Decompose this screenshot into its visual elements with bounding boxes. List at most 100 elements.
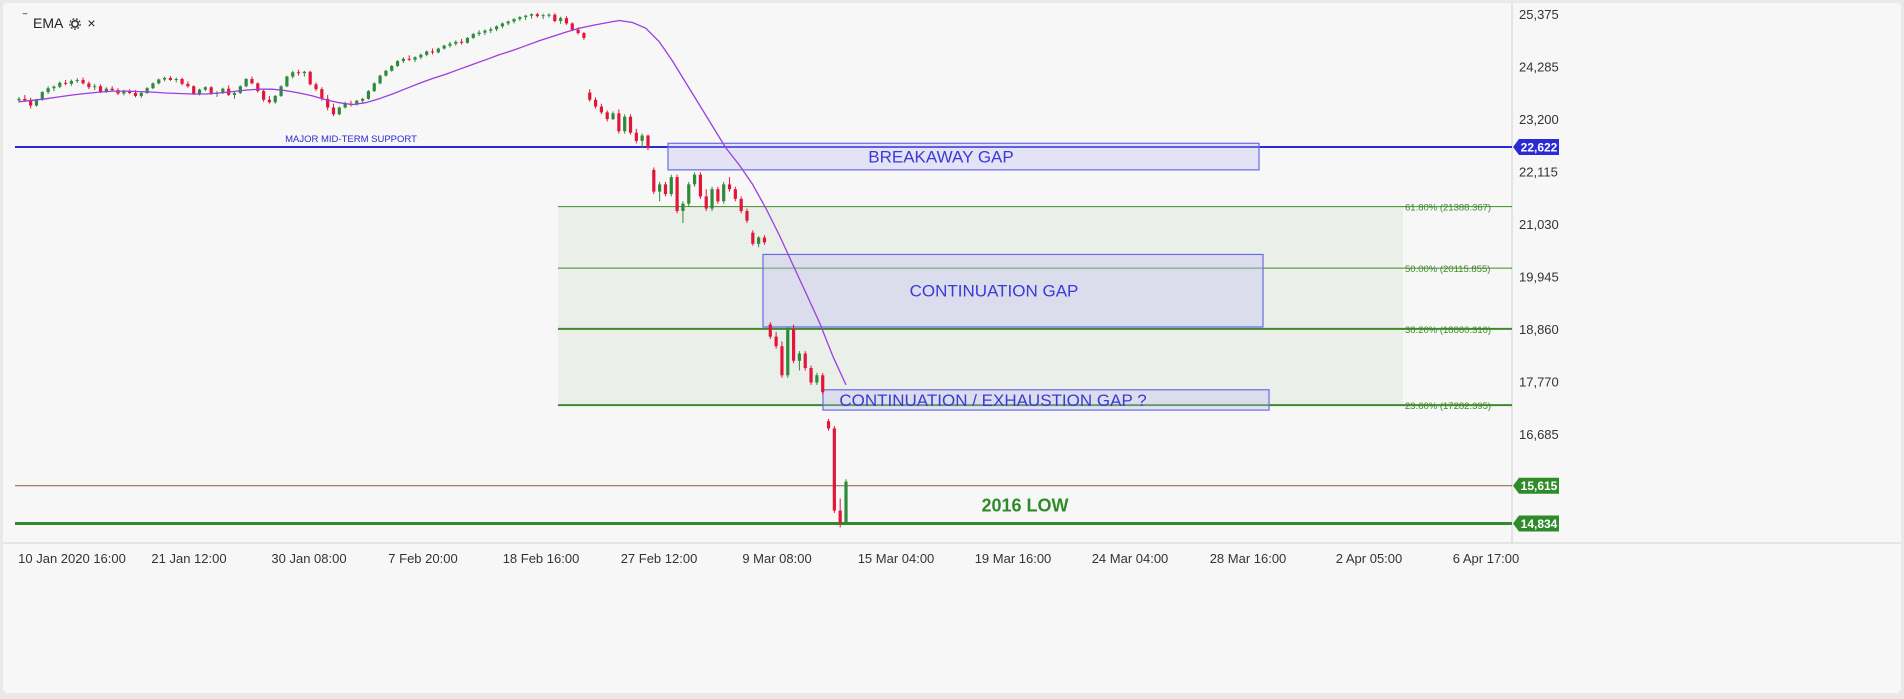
- candle-body: [710, 189, 714, 209]
- x-tick-label: 27 Feb 12:00: [621, 551, 698, 566]
- candle-body: [489, 29, 493, 31]
- fib-level-label: 23.60% (17282.395): [1405, 401, 1491, 412]
- candle-body: [658, 184, 662, 192]
- candle-body: [40, 92, 44, 100]
- candle-body: [640, 135, 644, 141]
- price-badge: 14,834: [1513, 515, 1559, 532]
- candle-body: [29, 100, 33, 106]
- gap-annotation-label: CONTINUATION GAP: [910, 282, 1079, 301]
- candle-body: [826, 421, 831, 429]
- candle-body: [733, 189, 737, 199]
- candle-body: [698, 174, 703, 197]
- candle-body: [326, 98, 330, 108]
- price-badge-label: 22,622: [1521, 141, 1558, 155]
- candle-body: [192, 86, 196, 94]
- candle-body: [547, 14, 551, 16]
- candle-body: [162, 78, 167, 80]
- candle-body: [757, 237, 761, 244]
- candle-body: [646, 135, 650, 149]
- candle-body: [518, 17, 522, 20]
- price-badge-label: 14,834: [1521, 517, 1558, 531]
- fib-level-label: 61.80% (21388.367): [1405, 203, 1491, 214]
- minus-icon[interactable]: ‾: [23, 12, 27, 26]
- candle-body: [58, 82, 62, 87]
- candle-body: [372, 83, 376, 92]
- x-tick-label: 28 Mar 16:00: [1210, 551, 1287, 566]
- price-badge-label: 15,615: [1521, 479, 1558, 493]
- candle-body: [180, 79, 184, 84]
- candle-body: [541, 15, 545, 17]
- candle-body: [529, 14, 534, 16]
- price-chart[interactable]: 25,375 24,285 23,200 22,115 21,030 19,945 18,8…: [3, 3, 1901, 693]
- candle-body: [285, 76, 289, 87]
- candle-body: [302, 71, 306, 74]
- candle-body: [395, 61, 400, 66]
- indicator-label[interactable]: EMA: [33, 15, 64, 31]
- candle-body: [378, 75, 382, 84]
- candle-body: [722, 184, 726, 202]
- candle-body: [407, 58, 411, 60]
- candle-body: [687, 184, 691, 204]
- candle-body: [675, 177, 679, 211]
- candle-body: [343, 103, 347, 108]
- candle-body: [500, 23, 504, 27]
- candle-body: [390, 65, 394, 71]
- candle-body: [524, 15, 528, 18]
- gap-annotation-box: [667, 142, 1260, 171]
- candle-body: [401, 58, 405, 62]
- candle-body: [774, 336, 778, 347]
- price-badge-bg: [1513, 139, 1559, 156]
- candle-body: [815, 375, 819, 383]
- candle-body: [93, 86, 97, 88]
- candle-body: [34, 99, 39, 106]
- gear-icon[interactable]: [69, 17, 82, 30]
- candle-body: [157, 79, 161, 84]
- candle-body: [436, 48, 440, 53]
- candle-body: [786, 329, 790, 376]
- candle-body: [611, 113, 615, 120]
- candle-body: [821, 375, 825, 393]
- candle-body: [203, 87, 207, 90]
- candle-body: [221, 88, 225, 93]
- candle-body: [832, 428, 836, 511]
- candle-body: [98, 86, 103, 92]
- candle-body: [745, 210, 749, 221]
- candle-body: [52, 86, 56, 89]
- candle-body: [593, 99, 598, 107]
- candle-body: [419, 54, 423, 58]
- x-tick-label: 19 Mar 16:00: [975, 551, 1052, 566]
- y-tick-label: 24,285: [1519, 60, 1559, 75]
- support-label: MAJOR MID-TERM SUPPORT: [285, 134, 417, 145]
- x-tick-label: 24 Mar 04:00: [1092, 551, 1169, 566]
- fib-level-label: 38.20% (18860.310): [1405, 325, 1491, 336]
- candle-body: [122, 91, 126, 94]
- candle-body: [17, 98, 21, 101]
- close-icon[interactable]: ×: [87, 15, 96, 31]
- candle-body: [553, 14, 557, 22]
- gap-annotation-box: [822, 389, 1270, 411]
- candle-body: [512, 19, 516, 22]
- candle-body: [87, 83, 91, 88]
- candle-body: [46, 88, 50, 93]
- x-tick-label: 9 Mar 08:00: [742, 551, 811, 566]
- candle-body: [559, 18, 563, 22]
- candle-body: [663, 184, 668, 195]
- candle-body: [751, 232, 755, 244]
- candle-body: [168, 78, 173, 80]
- candle-body: [262, 91, 266, 100]
- x-tick-label: 6 Apr 17:00: [1453, 551, 1520, 566]
- candle-body: [256, 83, 260, 92]
- candle-body: [110, 88, 114, 91]
- candle-body: [384, 70, 388, 76]
- candle-body: [430, 51, 435, 53]
- x-tick-label: 18 Feb 16:00: [503, 551, 580, 566]
- fib-zone: [558, 206, 1403, 406]
- candle-body: [197, 89, 202, 94]
- candle-body: [244, 79, 248, 87]
- gap-annotation-label: BREAKAWAY GAP: [868, 148, 1014, 167]
- candle-body: [104, 88, 108, 92]
- candle-body: [634, 132, 638, 141]
- x-tick-label: 21 Jan 12:00: [151, 551, 226, 566]
- candle-body: [250, 79, 254, 84]
- gap-annotation-label: CONTINUATION / EXHAUSTION GAP ?: [839, 391, 1146, 410]
